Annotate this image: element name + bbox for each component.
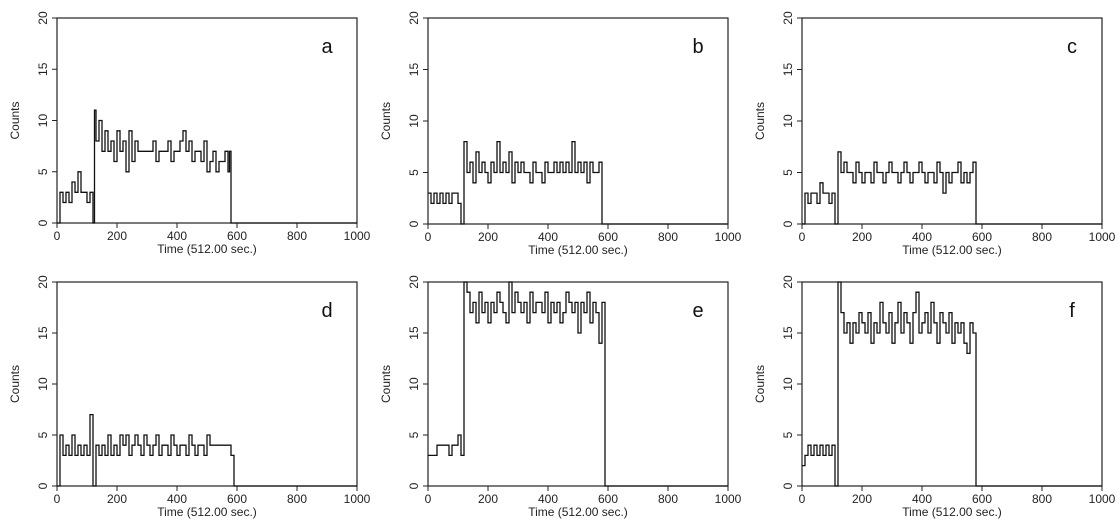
x-tick-label: 200 xyxy=(478,230,498,244)
plot-frame xyxy=(801,17,1103,225)
x-tick-label: 1000 xyxy=(344,229,371,243)
x-tick-label: 200 xyxy=(107,492,127,506)
x-tick-label: 1000 xyxy=(715,230,742,244)
x-tick-label: 0 xyxy=(799,492,806,506)
y-tick-label: 0 xyxy=(407,482,421,489)
x-tick-label: 200 xyxy=(852,230,872,244)
x-tick-label: 0 xyxy=(425,492,432,506)
y-tick-label: 20 xyxy=(407,11,421,25)
x-tick-label: 400 xyxy=(912,492,932,506)
y-tick-label: 15 xyxy=(781,326,795,340)
y-tick-label: 20 xyxy=(781,275,795,289)
panel-label: a xyxy=(321,36,333,58)
x-tick-label: 800 xyxy=(287,229,307,243)
y-axis-title: Counts xyxy=(753,365,767,403)
y-tick-label: 15 xyxy=(407,326,421,340)
series-line xyxy=(802,281,1102,487)
y-tick-label: 0 xyxy=(36,482,50,489)
y-tick-label: 0 xyxy=(407,220,421,227)
x-tick-label: 400 xyxy=(912,230,932,244)
y-tick-label: 20 xyxy=(36,11,50,25)
y-axis-title: Counts xyxy=(8,101,22,139)
x-tick-label: 200 xyxy=(478,492,498,506)
series-line xyxy=(802,151,1102,225)
panel-label: d xyxy=(321,300,332,322)
x-axis-title: Time (512.00 sec.) xyxy=(157,242,257,256)
panel-label: e xyxy=(692,300,703,322)
y-tick-label: 0 xyxy=(781,220,795,227)
y-axis-title: Counts xyxy=(379,102,393,140)
chart-panel-b: 0 200 400 600 800 1000 0 5 10 15 20 Time (512.00 se… xyxy=(379,11,742,257)
y-tick-label: 20 xyxy=(36,275,50,289)
x-tick-label: 200 xyxy=(852,492,872,506)
panel-label: b xyxy=(692,36,703,58)
y-tick-label: 20 xyxy=(407,275,421,289)
x-tick-label: 0 xyxy=(799,230,806,244)
x-tick-label: 200 xyxy=(107,229,127,243)
x-tick-label: 800 xyxy=(658,230,678,244)
y-tick-label: 0 xyxy=(36,219,50,226)
y-tick-label: 5 xyxy=(36,431,50,438)
x-tick-label: 800 xyxy=(1032,230,1052,244)
y-tick-label: 10 xyxy=(36,377,50,391)
x-tick-label: 800 xyxy=(658,492,678,506)
x-tick-label: 400 xyxy=(538,230,558,244)
y-tick-label: 20 xyxy=(781,11,795,25)
y-tick-label: 0 xyxy=(781,482,795,489)
x-tick-label: 1000 xyxy=(715,492,742,506)
x-tick-label: 600 xyxy=(227,229,247,243)
series-line xyxy=(57,413,357,487)
y-axis-title: Counts xyxy=(753,102,767,140)
y-tick-label: 10 xyxy=(781,114,795,128)
y-tick-label: 5 xyxy=(407,431,421,438)
x-tick-label: 400 xyxy=(167,229,187,243)
y-tick-label: 15 xyxy=(407,63,421,77)
x-tick-label: 800 xyxy=(287,492,307,506)
chart-panel-d: 0 200 400 600 800 1000 0 5 10 15 20 Time (512.00 se… xyxy=(8,275,371,519)
series-line xyxy=(428,281,728,487)
x-tick-label: 400 xyxy=(167,492,187,506)
x-axis-title: Time (512.00 sec.) xyxy=(902,505,1002,519)
x-axis-title: Time (512.00 sec.) xyxy=(528,243,628,257)
x-tick-label: 1000 xyxy=(1089,492,1116,506)
series-line xyxy=(428,140,728,225)
y-tick-label: 5 xyxy=(407,169,421,176)
y-axis-title: Counts xyxy=(8,365,22,403)
panel-label: c xyxy=(1067,36,1077,58)
x-tick-label: 0 xyxy=(54,229,61,243)
y-tick-label: 10 xyxy=(407,114,421,128)
y-tick-label: 10 xyxy=(781,377,795,391)
chart-panel-f: 0 200 400 600 800 1000 0 5 10 15 20 Time (512.00 se… xyxy=(753,275,1116,519)
y-tick-label: 15 xyxy=(36,326,50,340)
x-axis-title: Time (512.00 sec.) xyxy=(902,243,1002,257)
x-tick-label: 600 xyxy=(972,492,992,506)
x-tick-label: 0 xyxy=(54,492,61,506)
x-tick-label: 600 xyxy=(227,492,247,506)
x-tick-label: 400 xyxy=(538,492,558,506)
x-axis-title: Time (512.00 sec.) xyxy=(157,505,257,519)
chart-panel-a: 0 200 400 600 800 1000 0 5 10 15 20 Time (512.00 se… xyxy=(8,11,371,256)
y-tick-label: 5 xyxy=(36,168,50,175)
y-tick-label: 10 xyxy=(36,114,50,128)
x-tick-label: 1000 xyxy=(1089,230,1116,244)
chart-panel-e: 0 200 400 600 800 1000 0 5 10 15 20 Time (512.00 se… xyxy=(379,275,742,519)
y-axis-title: Counts xyxy=(379,365,393,403)
plot-frame xyxy=(427,17,729,225)
y-tick-label: 15 xyxy=(36,62,50,76)
x-tick-label: 800 xyxy=(1032,492,1052,506)
x-tick-label: 0 xyxy=(425,230,432,244)
x-tick-label: 600 xyxy=(598,230,618,244)
series-line xyxy=(57,109,357,224)
x-tick-label: 600 xyxy=(598,492,618,506)
x-tick-label: 600 xyxy=(972,230,992,244)
panel-label: f xyxy=(1069,300,1075,322)
y-tick-label: 5 xyxy=(781,169,795,176)
chart-panel-c: 0 200 400 600 800 1000 0 5 10 15 20 Time (512.00 se… xyxy=(753,11,1116,257)
x-axis-title: Time (512.00 sec.) xyxy=(528,505,628,519)
x-tick-label: 1000 xyxy=(344,492,371,506)
y-tick-label: 15 xyxy=(781,63,795,77)
y-tick-label: 5 xyxy=(781,431,795,438)
y-tick-label: 10 xyxy=(407,377,421,391)
